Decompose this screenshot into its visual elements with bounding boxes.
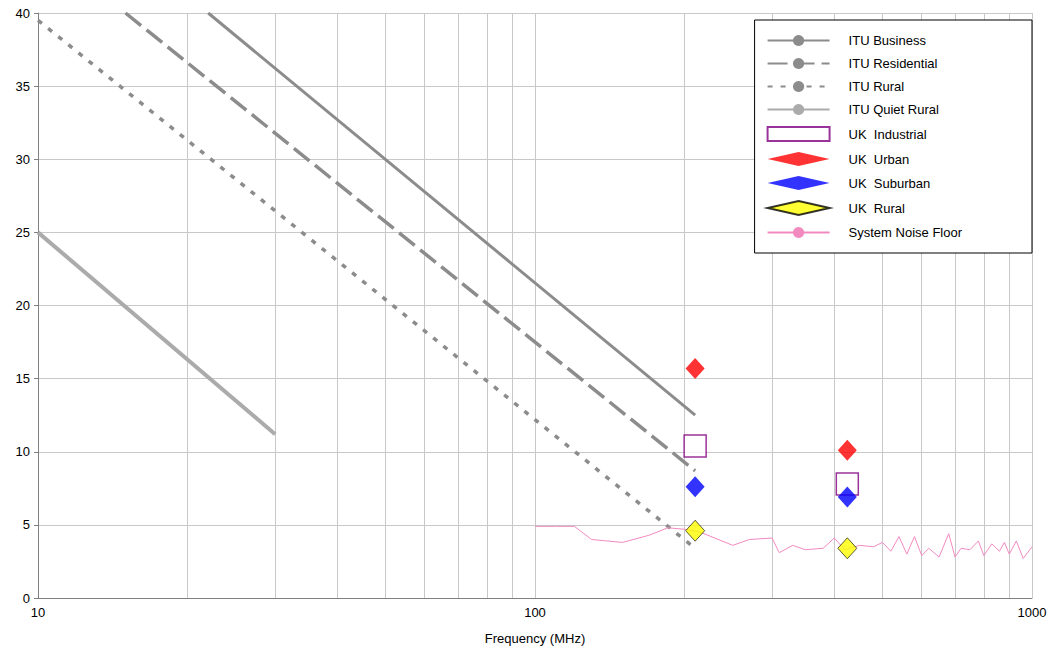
svg-text:40: 40 [16,6,30,21]
svg-text:UK Suburban: UK Suburban [849,176,931,191]
svg-text:30: 30 [16,152,30,167]
svg-text:UK Industrial: UK Industrial [849,127,927,142]
svg-text:100: 100 [524,605,546,620]
svg-text:UK Urban: UK Urban [849,152,910,167]
svg-text:25: 25 [16,225,30,240]
svg-text:ITU Residential: ITU Residential [849,56,938,71]
svg-text:ITU Rural: ITU Rural [849,79,905,94]
svg-text:10: 10 [16,444,30,459]
svg-text:10: 10 [31,605,45,620]
svg-text:ITU Quiet Rural: ITU Quiet Rural [849,102,939,117]
svg-text:1000: 1000 [1018,605,1047,620]
svg-text:System Noise Floor: System Noise Floor [849,225,963,240]
svg-text:Frequency (MHz): Frequency (MHz) [485,631,585,646]
svg-text:5: 5 [23,517,30,532]
svg-text:35: 35 [16,79,30,94]
svg-text:UK Rural: UK Rural [849,201,905,216]
svg-text:15: 15 [16,371,30,386]
svg-text:ITU Business: ITU Business [849,33,927,48]
svg-text:20: 20 [16,298,30,313]
svg-text:0: 0 [23,591,30,606]
